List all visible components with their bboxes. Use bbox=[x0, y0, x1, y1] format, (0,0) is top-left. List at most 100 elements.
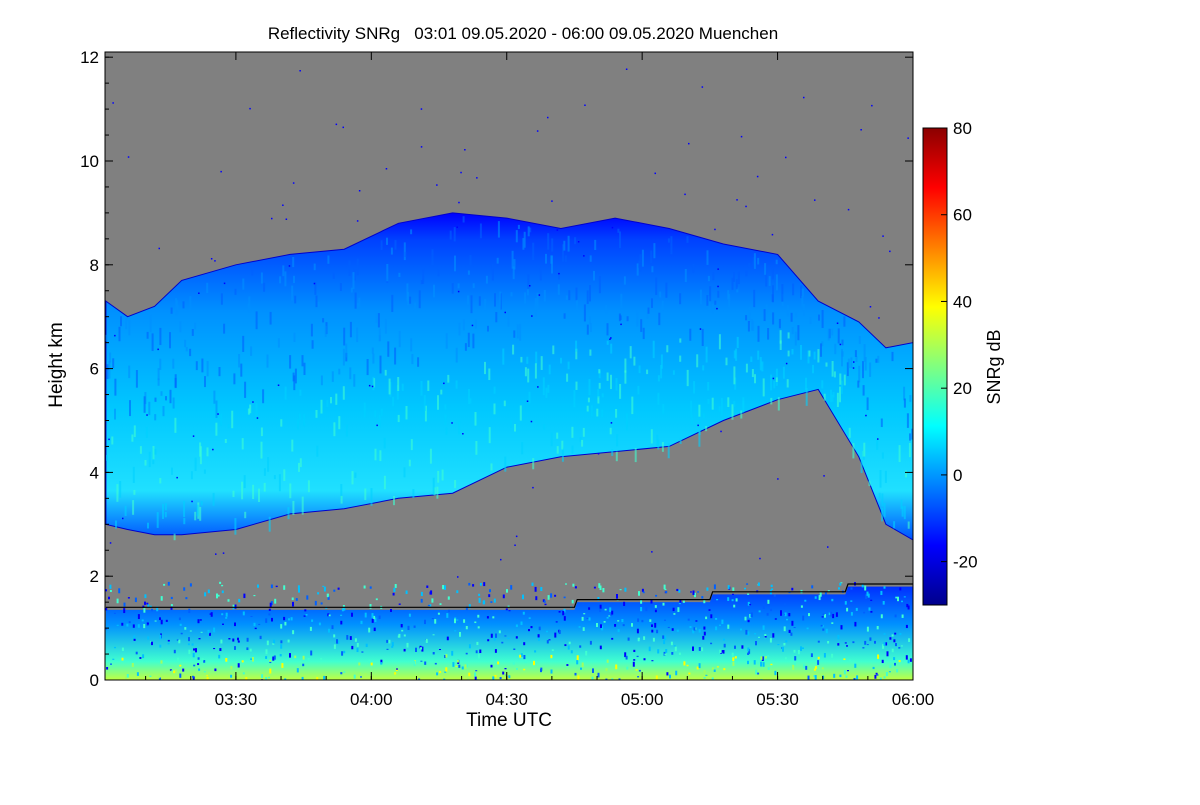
echo-speckle-mark bbox=[657, 649, 660, 654]
echo-speckle-mark bbox=[454, 630, 457, 632]
echo-speckle-mark bbox=[683, 661, 686, 666]
echo-speckle-mark bbox=[898, 445, 901, 463]
echo-speckle-mark bbox=[576, 299, 578, 311]
echo-speckle-mark bbox=[368, 659, 371, 663]
echo-speckle-mark bbox=[431, 249, 434, 266]
echo-speckle-mark bbox=[860, 129, 862, 131]
echo-speckle-mark bbox=[741, 645, 744, 649]
echo-speckle-mark bbox=[198, 638, 201, 640]
echo-speckle-mark bbox=[558, 611, 561, 613]
echo-speckle-mark bbox=[785, 362, 788, 365]
echo-speckle-mark bbox=[219, 581, 222, 584]
echo-speckle-mark bbox=[529, 285, 531, 287]
echo-speckle-mark bbox=[783, 643, 786, 646]
echo-speckle-mark bbox=[234, 518, 237, 535]
echo-speckle-mark bbox=[770, 584, 773, 587]
echo-speckle-mark bbox=[528, 617, 531, 619]
echo-speckle-mark bbox=[536, 292, 539, 309]
echo-speckle-mark bbox=[326, 400, 329, 408]
echo-speckle-mark bbox=[265, 656, 268, 659]
echo-speckle-mark bbox=[159, 644, 162, 648]
echo-speckle-mark bbox=[834, 343, 837, 355]
echo-speckle-mark bbox=[814, 596, 817, 599]
echo-speckle-mark bbox=[528, 629, 530, 632]
echo-speckle-mark bbox=[128, 621, 131, 624]
echo-speckle-mark bbox=[510, 585, 513, 590]
echo-speckle-mark bbox=[861, 583, 864, 588]
echo-speckle-mark bbox=[234, 622, 236, 627]
echo-speckle-mark bbox=[307, 658, 310, 662]
echo-speckle-mark bbox=[249, 648, 252, 652]
echo-speckle-mark bbox=[434, 662, 437, 665]
echo-speckle-mark bbox=[745, 205, 747, 208]
echo-speckle-mark bbox=[674, 646, 677, 652]
echo-speckle-mark bbox=[641, 619, 644, 623]
echo-speckle-mark bbox=[292, 257, 295, 268]
echo-speckle-mark bbox=[576, 655, 579, 661]
echo-speckle-mark bbox=[280, 624, 283, 629]
echo-speckle-mark bbox=[380, 240, 383, 251]
echo-speckle-mark bbox=[147, 636, 150, 640]
echo-speckle-mark bbox=[173, 649, 176, 654]
echo-speckle-mark bbox=[864, 357, 867, 371]
echo-speckle-mark bbox=[847, 358, 850, 369]
echo-speckle-mark bbox=[478, 597, 481, 603]
echo-speckle-mark bbox=[876, 674, 879, 676]
echo-speckle-mark bbox=[636, 655, 639, 658]
echo-speckle-mark bbox=[586, 290, 589, 304]
echo-speckle-mark bbox=[180, 632, 183, 635]
echo-speckle-mark bbox=[386, 639, 389, 643]
echo-speckle-mark bbox=[173, 533, 176, 541]
echo-speckle-mark bbox=[577, 241, 580, 243]
echo-speckle-mark bbox=[498, 630, 501, 634]
echo-speckle-mark bbox=[759, 357, 762, 371]
echo-speckle-mark bbox=[310, 323, 313, 337]
echo-speckle-mark bbox=[586, 405, 589, 412]
echo-speckle-mark bbox=[662, 602, 665, 606]
echo-speckle-mark bbox=[835, 612, 838, 617]
echo-speckle-mark bbox=[797, 325, 800, 341]
echo-speckle-mark bbox=[199, 442, 202, 457]
echo-speckle-mark bbox=[433, 284, 435, 298]
echo-speckle-mark bbox=[167, 581, 170, 586]
echo-speckle-mark bbox=[625, 413, 628, 431]
echo-speckle-mark bbox=[523, 642, 526, 646]
echo-speckle-mark bbox=[692, 264, 695, 273]
echo-speckle-mark bbox=[483, 582, 486, 587]
echo-speckle-mark bbox=[839, 386, 841, 403]
echo-speckle-mark bbox=[551, 238, 554, 252]
echo-speckle-mark bbox=[516, 668, 518, 670]
echo-speckle-mark bbox=[467, 270, 470, 275]
echo-speckle-mark bbox=[611, 678, 614, 680]
echo-speckle-mark bbox=[825, 362, 828, 367]
echo-speckle-mark bbox=[664, 619, 666, 621]
echo-speckle-mark bbox=[154, 414, 157, 421]
echo-speckle-mark bbox=[237, 640, 240, 643]
echo-speckle-mark bbox=[711, 397, 714, 410]
echo-speckle-mark bbox=[112, 102, 114, 104]
echo-speckle-mark bbox=[723, 643, 726, 648]
echo-speckle-mark bbox=[157, 368, 160, 381]
echo-speckle-mark bbox=[439, 671, 442, 673]
echo-speckle-mark bbox=[661, 300, 664, 312]
echo-speckle-mark bbox=[445, 667, 448, 672]
echo-speckle-mark bbox=[757, 672, 760, 675]
echo-speckle-mark bbox=[149, 675, 152, 677]
echo-speckle-mark bbox=[876, 439, 879, 450]
echo-speckle-mark bbox=[508, 610, 511, 612]
echo-speckle-mark bbox=[686, 664, 689, 667]
echo-speckle-mark bbox=[293, 332, 296, 342]
echo-speckle-mark bbox=[206, 282, 209, 294]
echo-speckle-mark bbox=[193, 664, 196, 667]
echo-speckle-mark bbox=[260, 441, 263, 459]
echo-speckle-mark bbox=[218, 367, 221, 377]
echo-speckle-mark bbox=[208, 672, 210, 678]
echo-speckle-mark bbox=[720, 652, 722, 654]
echo-speckle-mark bbox=[143, 624, 146, 629]
echo-speckle-mark bbox=[425, 638, 428, 644]
echo-speckle-mark bbox=[669, 674, 671, 679]
echo-speckle-mark bbox=[147, 604, 150, 608]
echo-speckle-mark bbox=[507, 312, 510, 327]
echo-speckle-mark bbox=[210, 612, 213, 617]
echo-speckle-mark bbox=[197, 619, 200, 624]
